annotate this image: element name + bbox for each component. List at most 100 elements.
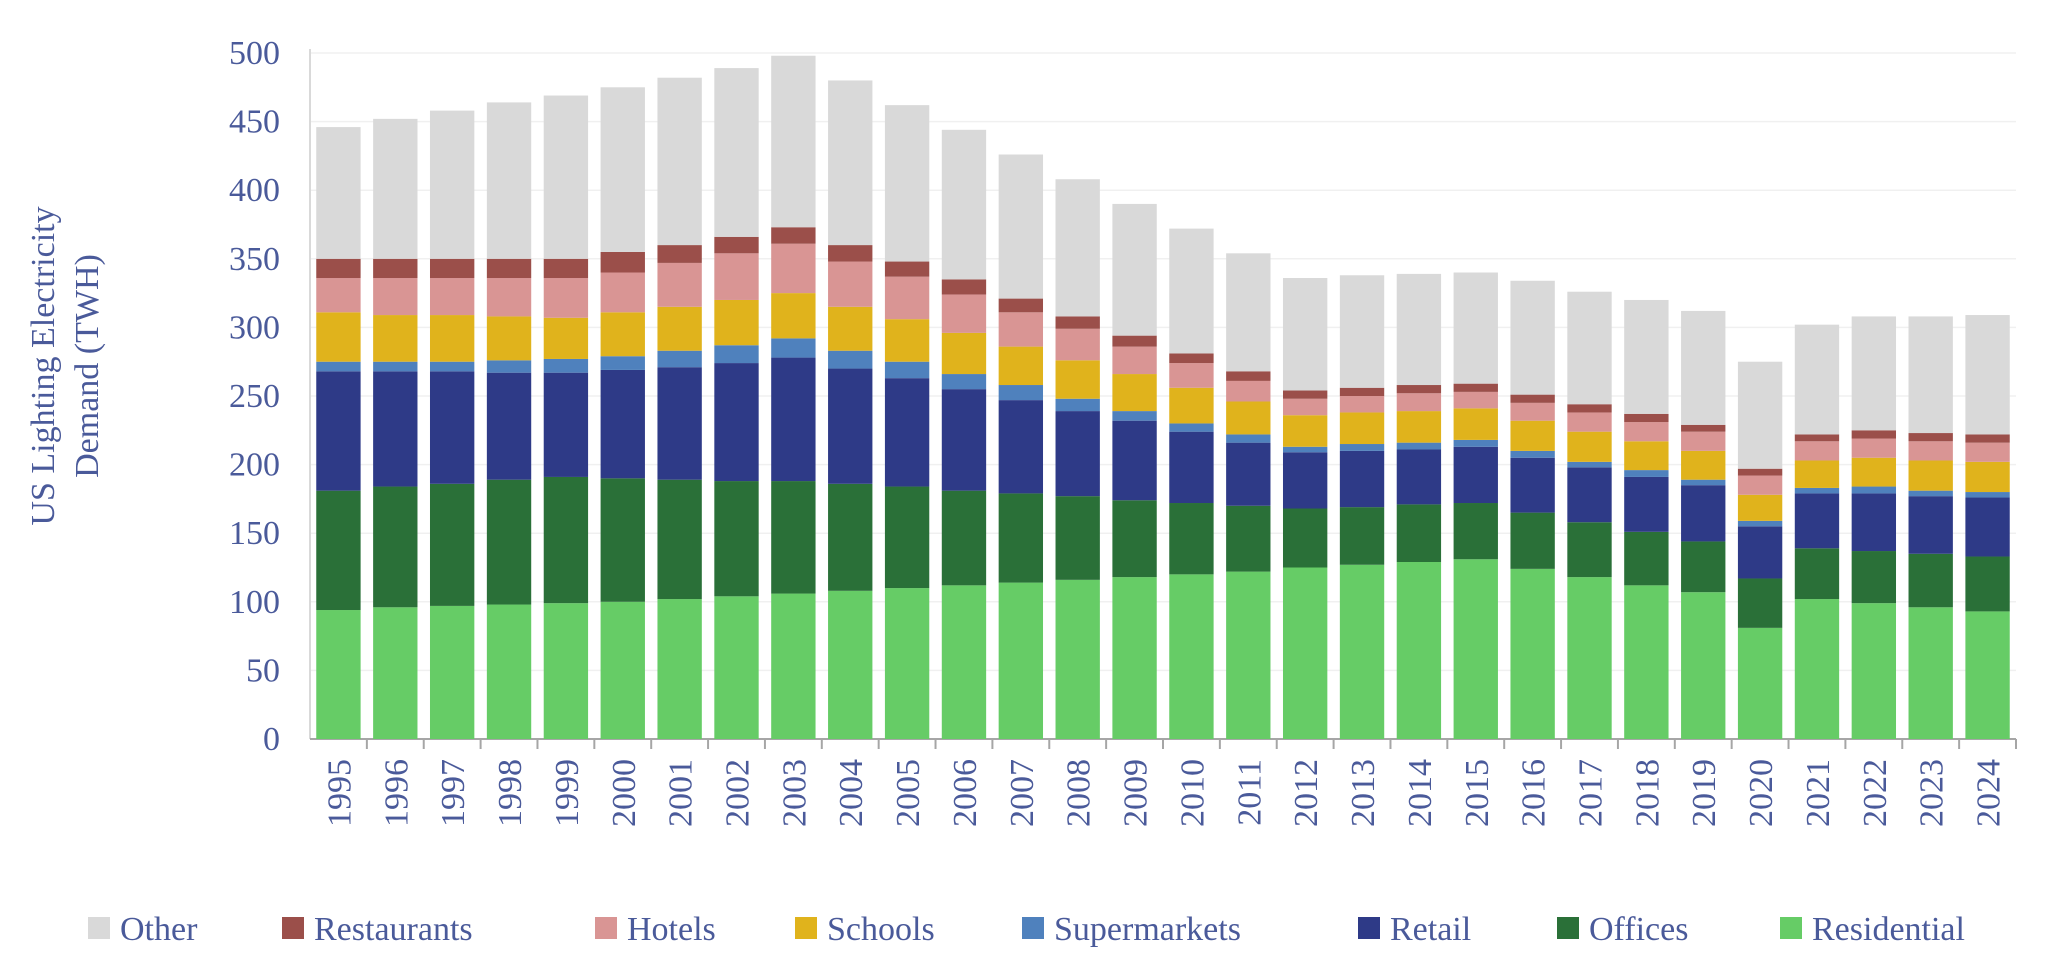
bar-segment: [657, 306, 702, 351]
bar-segment: [1681, 310, 1726, 425]
bar-segment: [998, 493, 1044, 583]
bar-segment: [486, 316, 532, 361]
bar-segment: [1737, 627, 1783, 739]
x-tick-label: 2012: [1288, 759, 1325, 827]
bar-segment: [771, 243, 816, 294]
bar-segment: [771, 55, 816, 228]
bar-segment: [941, 585, 987, 739]
x-tick-label: 2022: [1857, 759, 1894, 827]
bar-segment: [543, 258, 589, 279]
bar-segment: [600, 356, 645, 370]
bar-segment: [1055, 179, 1100, 317]
bar-segment: [828, 245, 873, 262]
y-axis-title: Demand (TWH): [69, 254, 106, 478]
bar-segment: [1567, 404, 1612, 413]
bar-segment: [657, 599, 702, 739]
bar-segment: [486, 604, 532, 739]
bar-segment: [1908, 441, 1953, 461]
bar-segment: [543, 95, 589, 259]
bar-segment: [1737, 361, 1783, 469]
bar-segment: [373, 607, 418, 739]
bar-segment: [1965, 611, 2010, 739]
bar-segment: [714, 236, 759, 254]
bar-segment: [1169, 574, 1214, 739]
y-axis-title: US Lighting Electricity: [25, 206, 62, 525]
bar-segment: [1567, 431, 1612, 462]
bar-segment: [828, 306, 873, 351]
bar-segment: [771, 338, 816, 358]
bar-segment: [429, 483, 475, 606]
bar-segment: [600, 601, 645, 739]
bar-segment: [1339, 564, 1385, 739]
y-tick-label: 100: [229, 584, 280, 621]
bar-segment: [1567, 461, 1612, 468]
bar-segment: [1965, 497, 2010, 557]
bar-segment: [1794, 599, 1840, 739]
y-tick-label: 300: [229, 309, 280, 346]
bar-segment: [1112, 411, 1157, 421]
bar-segment: [714, 68, 759, 237]
bar-segment: [1965, 315, 2010, 435]
bar-segment: [316, 127, 361, 259]
bar-segment: [1169, 423, 1214, 432]
bar-segment: [373, 278, 418, 316]
bar-segment: [1510, 450, 1555, 458]
x-tick-label: 2017: [1573, 759, 1610, 827]
bar-segment: [1510, 457, 1555, 513]
bar-segment: [1169, 228, 1214, 354]
bar-segment: [1908, 316, 1953, 434]
bar-segment: [486, 258, 532, 279]
bar-segment: [771, 481, 816, 594]
bar-segment: [429, 605, 475, 739]
bar-segment: [316, 278, 361, 313]
x-tick-label: 2009: [1118, 759, 1155, 827]
y-tick-label: 400: [229, 172, 280, 209]
bar-segment: [543, 476, 589, 604]
bar-segment: [1112, 500, 1157, 578]
legend-label: Offices: [1589, 911, 1688, 948]
x-tick-label: 2013: [1345, 759, 1382, 827]
legend-label: Retail: [1390, 911, 1471, 948]
bar-segment: [714, 596, 759, 739]
bar-segment: [884, 319, 930, 362]
bar-segment: [1112, 346, 1157, 375]
bar-segment: [1226, 380, 1271, 402]
bar-segment: [771, 357, 816, 482]
bar-segment: [1453, 446, 1498, 504]
x-tick-label: 1999: [549, 759, 586, 827]
bar-segment: [1169, 431, 1214, 504]
bar-segment: [1851, 486, 1897, 494]
x-tick-label: 2023: [1914, 759, 1951, 827]
bar-segment: [1794, 441, 1840, 461]
bar-segment: [998, 154, 1044, 299]
legend-label: Supermarkets: [1054, 911, 1241, 948]
bar-segment: [1851, 603, 1897, 739]
bar-segment: [373, 361, 418, 372]
bar-segment: [1226, 401, 1271, 435]
bar-segment: [1226, 505, 1271, 572]
x-tick-label: 2004: [833, 759, 870, 827]
legend-label: Hotels: [627, 911, 716, 948]
bar-segment: [1510, 420, 1555, 451]
bar-segment: [1169, 503, 1214, 575]
x-tick-label: 2016: [1516, 759, 1553, 827]
x-tick-label: 2024: [1971, 759, 2008, 827]
bar-segment: [1396, 504, 1442, 563]
bar-segment: [543, 317, 589, 359]
bar-segment: [1851, 438, 1897, 458]
bar-segment: [771, 227, 816, 244]
bar-segment: [316, 258, 361, 279]
bar-segment: [1737, 494, 1783, 521]
bar-segment: [1624, 413, 1669, 423]
bar-segment: [600, 87, 645, 252]
bar-segment: [1396, 385, 1442, 394]
bar-segment: [828, 590, 873, 739]
bar-segment: [884, 105, 930, 262]
bar-segment: [1624, 476, 1669, 532]
bar-segment: [998, 582, 1044, 739]
bar-segment: [714, 481, 759, 597]
bar-segment: [657, 479, 702, 600]
bar-segment: [1624, 470, 1669, 477]
bar-segment: [1624, 441, 1669, 471]
bar-segment: [1965, 434, 2010, 443]
